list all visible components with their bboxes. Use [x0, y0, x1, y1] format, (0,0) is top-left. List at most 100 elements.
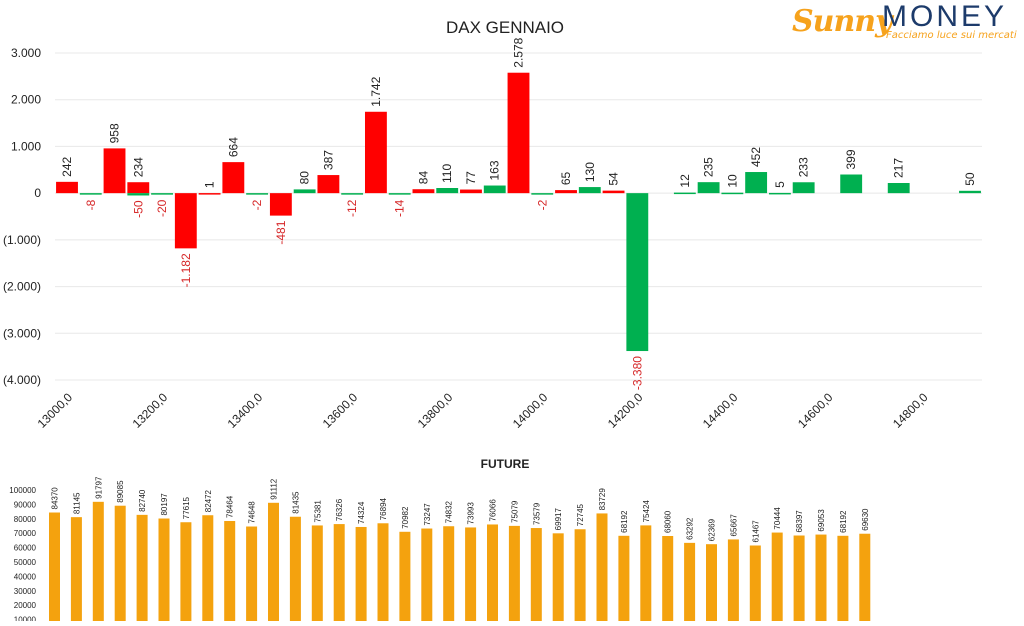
- future-bar: [618, 535, 630, 621]
- data-label: 5: [773, 181, 787, 188]
- dax-bar: [745, 172, 768, 194]
- y-tick-label: 3.000: [11, 46, 41, 60]
- dax-bar: [460, 189, 482, 194]
- future-bar: [377, 523, 389, 621]
- future-bar: [465, 527, 477, 621]
- future-bar: [158, 518, 170, 621]
- future-y-tick-label: 90000: [14, 500, 37, 509]
- future-data-label: 73579: [532, 502, 541, 525]
- x-tick-label: 13600,0: [320, 390, 361, 431]
- future-bar: [202, 515, 214, 621]
- data-label: 77: [464, 171, 478, 185]
- future-data-label: 69053: [817, 509, 826, 532]
- future-bar: [180, 522, 192, 621]
- data-label: 65: [559, 171, 573, 185]
- future-data-label: 70444: [773, 507, 782, 530]
- data-label: 958: [108, 123, 122, 143]
- dax-bar: [602, 190, 625, 194]
- future-data-label: 76326: [335, 498, 344, 521]
- future-data-label: 83729: [598, 488, 607, 511]
- future-y-tick-label: 50000: [14, 558, 37, 567]
- y-tick-label: 0: [34, 186, 41, 200]
- future-data-label: 76894: [379, 497, 388, 520]
- future-bar: [487, 524, 498, 621]
- dax-bar: [555, 190, 577, 194]
- future-bar: [749, 545, 761, 621]
- data-label: 10: [725, 174, 739, 188]
- future-data-label: 81145: [72, 492, 81, 514]
- logo-tagline: Facciamo luce sui mercati: [886, 30, 1017, 41]
- data-label: 12: [678, 174, 692, 188]
- dax-bar: [151, 193, 173, 195]
- future-data-label: 80197: [160, 493, 169, 516]
- data-label: -12: [345, 199, 359, 217]
- data-label: -2: [535, 199, 549, 210]
- future-data-label: 91112: [270, 478, 279, 500]
- future-data-label: 73993: [467, 502, 476, 525]
- future-y-tick-label: 40000: [14, 572, 37, 581]
- future-bar: [355, 526, 367, 621]
- future-data-label: 63292: [686, 517, 695, 540]
- future-data-label: 82472: [204, 489, 213, 512]
- future-bar: [289, 516, 301, 621]
- future-bar: [706, 544, 717, 621]
- x-tick-label: 13800,0: [415, 390, 456, 431]
- future-data-label: 68397: [795, 510, 804, 533]
- future-bar: [530, 528, 542, 621]
- data-label: 217: [892, 158, 906, 178]
- future-y-tick-label: 60000: [14, 544, 37, 553]
- x-tick-label: 14600,0: [795, 390, 836, 431]
- data-label: 399: [844, 149, 858, 169]
- dax-bar: [79, 193, 102, 195]
- data-label: -1.182: [179, 253, 193, 287]
- future-bar: [596, 513, 608, 621]
- data-label: 452: [749, 147, 763, 167]
- dax-bar: [792, 182, 815, 194]
- future-data-label: 75424: [642, 500, 651, 523]
- future-data-label: 78464: [226, 495, 235, 518]
- data-label: 1.742: [369, 76, 383, 106]
- data-label: 84: [416, 171, 430, 185]
- future-bar: [49, 512, 60, 621]
- x-tick-label: 14400,0: [700, 390, 741, 431]
- future-data-label: 74648: [248, 501, 257, 524]
- future-data-label: 89085: [116, 480, 125, 503]
- data-label: 163: [488, 160, 502, 180]
- future-bar: [837, 535, 849, 621]
- future-data-label: 69917: [554, 508, 563, 531]
- dax-bar: [246, 193, 269, 195]
- dax-bar: [840, 174, 863, 194]
- future-bar: [552, 533, 564, 621]
- data-label: 1: [203, 181, 217, 188]
- x-tick-label: 13000,0: [35, 390, 76, 431]
- dax-bar: [341, 193, 364, 195]
- dax-bar: [578, 187, 601, 194]
- future-bar: [70, 517, 82, 621]
- future-bar: [859, 533, 871, 621]
- future-data-label: 74324: [357, 501, 366, 524]
- dax-bar: [697, 182, 720, 194]
- future-bar: [684, 542, 696, 621]
- data-label: -20: [155, 199, 169, 217]
- dax-bar: [531, 193, 554, 195]
- dax-bar: [412, 189, 435, 194]
- data-label: 387: [321, 150, 335, 170]
- dax-bar: [626, 193, 649, 352]
- future-data-label: 84370: [51, 487, 60, 510]
- future-data-label: 68192: [839, 510, 848, 533]
- future-data-label: 62369: [708, 518, 717, 541]
- future-bar: [421, 528, 433, 621]
- x-tick-label: 13200,0: [130, 390, 171, 431]
- dax-bar: [507, 72, 530, 194]
- future-bar: [246, 526, 258, 621]
- data-label: -14: [393, 199, 407, 217]
- future-data-label: 72745: [576, 503, 585, 526]
- dax-bar: [317, 175, 340, 194]
- data-label: 54: [607, 172, 621, 186]
- data-label: 233: [797, 157, 811, 177]
- x-tick-label: 14200,0: [605, 390, 646, 431]
- data-label: -50: [131, 200, 145, 218]
- future-bar: [136, 514, 148, 621]
- future-bar: [114, 505, 126, 621]
